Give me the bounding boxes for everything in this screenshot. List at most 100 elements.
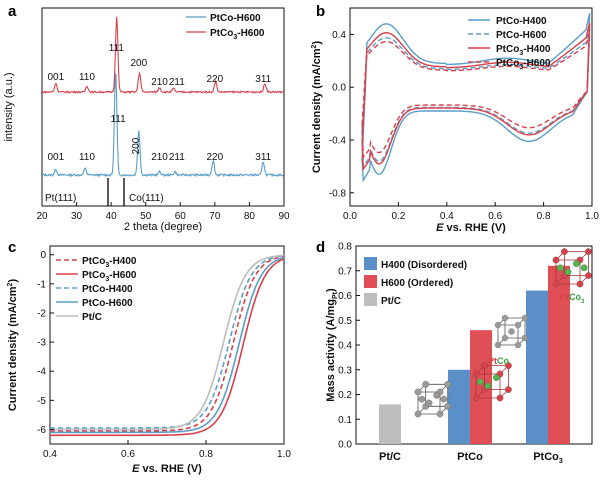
- x-tick-label-a: 40: [106, 211, 118, 222]
- peak-label-bottom: 110: [79, 152, 95, 163]
- category-label-d: Pt/C: [379, 451, 401, 463]
- legend-swatch-h600: [364, 275, 377, 288]
- y-tick-label-b: -0.4: [329, 136, 347, 147]
- legend-label-c: Pt/C: [82, 312, 102, 323]
- y-tick-label-d: 0.8: [338, 242, 352, 253]
- peak-label-top: 001: [47, 72, 64, 83]
- x-tick-label-c: 0.6: [121, 449, 135, 460]
- bar-h600-ptco3: [548, 265, 570, 444]
- x-tick-label-b: 0.2: [391, 211, 405, 222]
- pt111-reference-label: Pt(111): [45, 193, 76, 204]
- orr-series-ptco3-h400: [50, 255, 285, 432]
- y-axis-label-a: intensity (a.u.): [3, 72, 15, 141]
- x-tick-label-b: 0.0: [343, 211, 357, 222]
- ptco3-ordered-structure-icon: [552, 248, 592, 288]
- structure-label-ptco3: PtCo3: [560, 292, 585, 305]
- panel-label-c: c: [8, 239, 16, 256]
- xrd-series-ptco-h600: [41, 73, 284, 178]
- x-tick-label-c: 0.4: [43, 449, 57, 460]
- cv-series-ptco3-h600: [361, 32, 591, 159]
- x-tick-label-b: 0.4: [440, 211, 454, 222]
- orr-series-ptco-h400: [50, 255, 285, 429]
- x-tick-label-a: 90: [278, 211, 290, 222]
- legend-h600: H600 (Ordered): [381, 278, 453, 289]
- y-tick-label-c: -2: [37, 308, 46, 319]
- x-tick-label-a: 80: [244, 211, 256, 222]
- peak-label-top: 211: [169, 77, 185, 88]
- y-tick-label-c: 0: [40, 250, 46, 261]
- x-tick-label-c: 0.8: [199, 449, 213, 460]
- y-tick-label-c: -3: [37, 338, 46, 349]
- panel-c-orr: 0.4 0.6 0.8 1.00-1-2-3-4-5-6 PtCo3-H400PtCo…: [7, 245, 291, 475]
- co111-reference-label: Co(111): [129, 193, 164, 204]
- legend-label-b: PtCo-H400: [496, 16, 547, 27]
- legend-label-b: PtCo3-H400: [496, 44, 551, 57]
- xrd-series-ptco3-h600: [41, 16, 284, 94]
- x-axis-label-b: E vs. RHE (V): [436, 222, 506, 234]
- peak-label-top: 200: [130, 58, 147, 69]
- ptc-structure-icon: [414, 380, 452, 418]
- y-axis-label-b: Current density (mA/cm2): [311, 41, 323, 174]
- panel-label-d: d: [316, 239, 325, 256]
- x-tick-label-a: 20: [36, 211, 48, 222]
- y-tick-label-d: 0.1: [338, 415, 352, 426]
- structure-label-ptco: PtCo: [488, 356, 509, 366]
- legend-swatch-ptc: [364, 293, 377, 306]
- legend-label-b: PtCo-H600: [496, 30, 547, 41]
- peak-label-bottom: 210: [151, 152, 168, 163]
- y-tick-label-d: 0.5: [338, 316, 352, 327]
- panel-c-frame: [49, 245, 285, 445]
- peak-label-top: 111: [109, 43, 125, 54]
- y-tick-label-d: 0.2: [338, 390, 352, 401]
- x-tick-label-c: 1.0: [277, 449, 291, 460]
- y-tick-label-d: 0.4: [338, 341, 352, 352]
- legend-ptc: Pt/C: [381, 296, 401, 307]
- y-tick-label-c: -4: [37, 367, 46, 378]
- y-tick-label-d: 0.6: [338, 291, 352, 302]
- peak-label-bottom: 001: [47, 152, 64, 163]
- legend-ptco-h600: PtCo-H600: [210, 13, 261, 24]
- y-tick-label-d: 0.7: [338, 266, 352, 277]
- panel-b-frame: [349, 7, 593, 207]
- y-tick-label-b: -0.8: [329, 188, 347, 199]
- x-tick-label-a: 50: [140, 211, 152, 222]
- panel-label-b: b: [316, 3, 325, 20]
- bar-h400-ptco: [448, 369, 470, 444]
- x-tick-label-a: 60: [175, 211, 187, 222]
- peak-label-top: 210: [151, 77, 168, 88]
- y-tick-label-b: 0.4: [332, 30, 346, 41]
- peak-label-bottom: 211: [169, 152, 185, 163]
- y-axis-label-c: Current density (mA/cm2): [7, 279, 19, 412]
- y-tick-label-c: -6: [37, 425, 46, 436]
- cv-series-ptco3-h400: [361, 22, 591, 172]
- ptco-ordered-structure-icon: [472, 362, 512, 402]
- x-tick-label-b: 0.8: [537, 211, 551, 222]
- y-tick-label-d: 0.3: [338, 365, 352, 376]
- legend-ptco3-h600: PtCo3-H600: [210, 28, 265, 41]
- category-label-d: PtCo3: [533, 451, 563, 465]
- y-tick-label-c: -1: [37, 279, 46, 290]
- x-tick-label-b: 0.6: [488, 211, 502, 222]
- legend-label-c: PtCo3-H400: [82, 256, 137, 269]
- bar-h400-ptco3: [526, 290, 548, 444]
- bar-pt-c-pt-c: [379, 404, 401, 444]
- peak-label-top: 220: [207, 74, 224, 85]
- peak-label-bottom: 111: [110, 114, 126, 125]
- legend-swatch-h400: [364, 257, 377, 270]
- category-label-d: PtCo: [457, 451, 483, 463]
- y-tick-label-d: 0.0: [338, 440, 352, 451]
- peak-label-top: 311: [255, 74, 271, 85]
- bar-h600-ptco: [470, 330, 492, 444]
- y-tick-label-b: 0.0: [332, 83, 346, 94]
- peak-label-bottom: 200: [131, 137, 142, 154]
- x-axis-label-a: 2 theta (degree): [124, 221, 202, 233]
- orr-series-ptco3-h600: [50, 258, 285, 437]
- panel-label-a: a: [8, 3, 17, 20]
- x-tick-label-a: 30: [71, 211, 83, 222]
- y-tick-label-c: -5: [37, 396, 46, 407]
- legend-h400: H400 (Disordered): [381, 260, 467, 271]
- x-tick-label-a: 70: [209, 211, 221, 222]
- x-axis-label-c: E vs. RHE (V): [132, 463, 202, 475]
